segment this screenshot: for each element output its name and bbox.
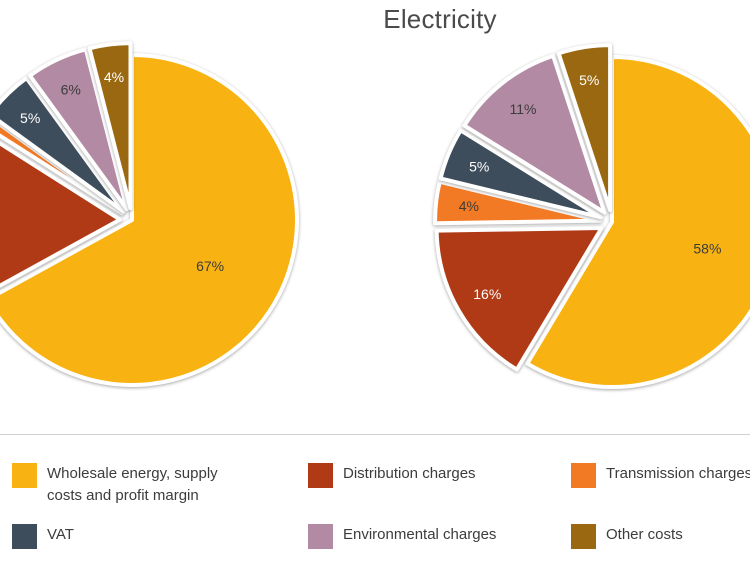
- legend-label-vat: VAT: [47, 526, 74, 543]
- pie-2-label-wholesale: 58%: [693, 240, 721, 256]
- legend-swatch-wholesale: [12, 463, 37, 488]
- chart-title: Electricity: [383, 4, 497, 34]
- pie-2-slice-other: [556, 43, 613, 213]
- pie-1-slice-environmental: [27, 47, 129, 212]
- legend-swatch-transmission: [571, 463, 596, 488]
- legend-label-environmental: Environmental charges: [343, 526, 497, 543]
- pie-1-label-other: 4%: [104, 69, 124, 85]
- pie-1-label-vat: 5%: [20, 110, 40, 126]
- pie-2-slice-vat: [438, 128, 603, 220]
- legend-label-other: Other costs: [606, 526, 683, 543]
- pie-2-slice-wholesale: [525, 55, 750, 389]
- pie-1-slice-wholesale: [0, 53, 299, 387]
- pie-2-label-transmission: 4%: [459, 198, 479, 214]
- legend-swatch-vat: [12, 524, 37, 549]
- pie-2-slice-environmental: [462, 53, 607, 215]
- legend-swatch-distribution: [308, 463, 333, 488]
- legend-item-distribution: Distribution charges: [308, 463, 476, 488]
- pie-2-label-environmental: 11%: [509, 101, 536, 117]
- pie-1-slice-other: [87, 41, 133, 211]
- pie-1-label-wholesale: 67%: [196, 258, 224, 274]
- legend-label-wholesale-line1: Wholesale energy, supply: [47, 465, 218, 482]
- legend-swatch-other: [571, 524, 596, 549]
- legend-label-distribution: Distribution charges: [343, 465, 476, 482]
- pie-2-slice-transmission: [433, 179, 603, 226]
- legend-label-wholesale-line2: costs and profit margin: [47, 487, 199, 504]
- pie-2-label-other: 5%: [579, 72, 599, 88]
- pie-2-slice-distribution: [434, 226, 604, 372]
- pie-charts: 67%%5%6%4%58%16%4%5%11%5%: [0, 41, 750, 389]
- pie-2-label-distribution: 16%: [473, 286, 501, 302]
- pie-1: 67%%5%6%4%: [0, 41, 299, 387]
- legend-item-environmental: Environmental charges: [308, 524, 496, 549]
- pie-1-label-environmental: 6%: [61, 82, 81, 98]
- pie-1-slice-distribution: [0, 141, 123, 288]
- pie-1-slice-vat: [0, 76, 126, 214]
- legend-item-other: Other costs: [571, 524, 683, 549]
- legend-item-transmission: Transmission charges: [571, 463, 750, 488]
- legend-swatch-environmental: [308, 524, 333, 549]
- pie-2: 58% 16% 4% 5% 11% 5%: [433, 43, 750, 389]
- legend-divider: [0, 434, 750, 435]
- legend-label-transmission: Transmission charges: [606, 465, 750, 482]
- legend-item-wholesale: Wholesale energy, supply costs and profi…: [12, 463, 218, 507]
- pie-2-label-vat: 5%: [469, 158, 489, 174]
- legend-item-vat: VAT: [12, 524, 74, 549]
